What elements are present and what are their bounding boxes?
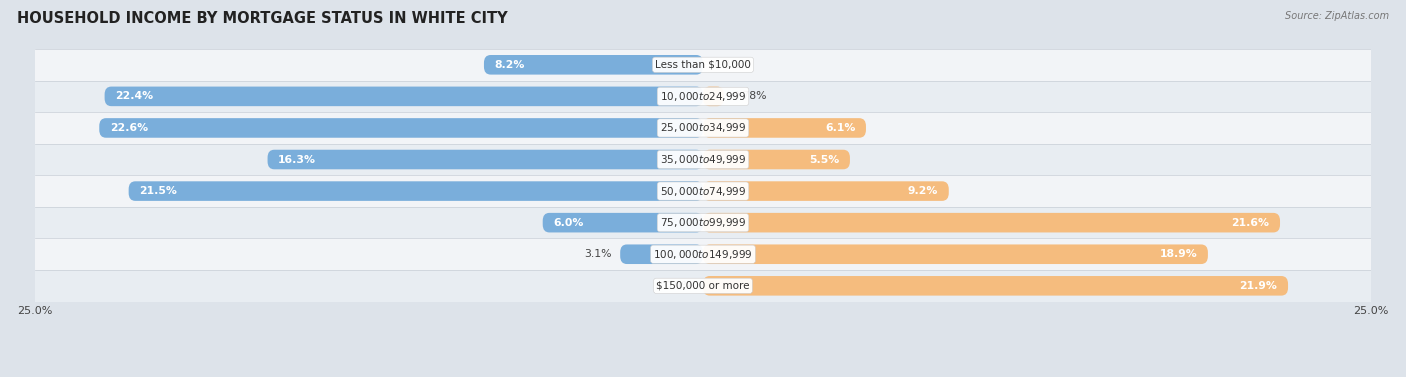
FancyBboxPatch shape <box>703 118 866 138</box>
Text: 6.1%: 6.1% <box>825 123 855 133</box>
Text: 16.3%: 16.3% <box>278 155 316 164</box>
FancyBboxPatch shape <box>620 244 703 264</box>
Text: 0.0%: 0.0% <box>714 60 741 70</box>
Bar <box>35 239 1371 270</box>
Text: $35,000 to $49,999: $35,000 to $49,999 <box>659 153 747 166</box>
FancyBboxPatch shape <box>128 181 703 201</box>
Text: 21.9%: 21.9% <box>1240 281 1277 291</box>
FancyBboxPatch shape <box>703 276 1288 296</box>
Bar <box>35 270 1371 302</box>
Text: 8.2%: 8.2% <box>495 60 524 70</box>
FancyBboxPatch shape <box>703 150 849 169</box>
Text: $10,000 to $24,999: $10,000 to $24,999 <box>659 90 747 103</box>
Text: 21.5%: 21.5% <box>139 186 177 196</box>
FancyBboxPatch shape <box>100 118 703 138</box>
Bar <box>35 81 1371 112</box>
Bar <box>35 207 1371 239</box>
Text: $50,000 to $74,999: $50,000 to $74,999 <box>659 185 747 198</box>
Text: 0.0%: 0.0% <box>665 281 692 291</box>
FancyBboxPatch shape <box>104 87 703 106</box>
Bar <box>35 144 1371 175</box>
Bar <box>35 175 1371 207</box>
Text: 22.6%: 22.6% <box>110 123 148 133</box>
Text: 0.78%: 0.78% <box>733 91 766 101</box>
FancyBboxPatch shape <box>703 181 949 201</box>
FancyBboxPatch shape <box>543 213 703 233</box>
FancyBboxPatch shape <box>267 150 703 169</box>
FancyBboxPatch shape <box>703 244 1208 264</box>
Text: $100,000 to $149,999: $100,000 to $149,999 <box>654 248 752 261</box>
Text: $25,000 to $34,999: $25,000 to $34,999 <box>659 121 747 135</box>
Text: 9.2%: 9.2% <box>908 186 938 196</box>
Text: 18.9%: 18.9% <box>1160 249 1197 259</box>
Bar <box>35 49 1371 81</box>
Text: 22.4%: 22.4% <box>115 91 153 101</box>
FancyBboxPatch shape <box>703 87 724 106</box>
Bar <box>35 112 1371 144</box>
Text: 6.0%: 6.0% <box>554 218 583 228</box>
Text: Source: ZipAtlas.com: Source: ZipAtlas.com <box>1285 11 1389 21</box>
FancyBboxPatch shape <box>703 213 1279 233</box>
Text: $75,000 to $99,999: $75,000 to $99,999 <box>659 216 747 229</box>
Text: $150,000 or more: $150,000 or more <box>657 281 749 291</box>
Text: HOUSEHOLD INCOME BY MORTGAGE STATUS IN WHITE CITY: HOUSEHOLD INCOME BY MORTGAGE STATUS IN W… <box>17 11 508 26</box>
Text: Less than $10,000: Less than $10,000 <box>655 60 751 70</box>
Text: 21.6%: 21.6% <box>1232 218 1270 228</box>
FancyBboxPatch shape <box>484 55 703 75</box>
Text: 3.1%: 3.1% <box>585 249 612 259</box>
Text: 5.5%: 5.5% <box>808 155 839 164</box>
